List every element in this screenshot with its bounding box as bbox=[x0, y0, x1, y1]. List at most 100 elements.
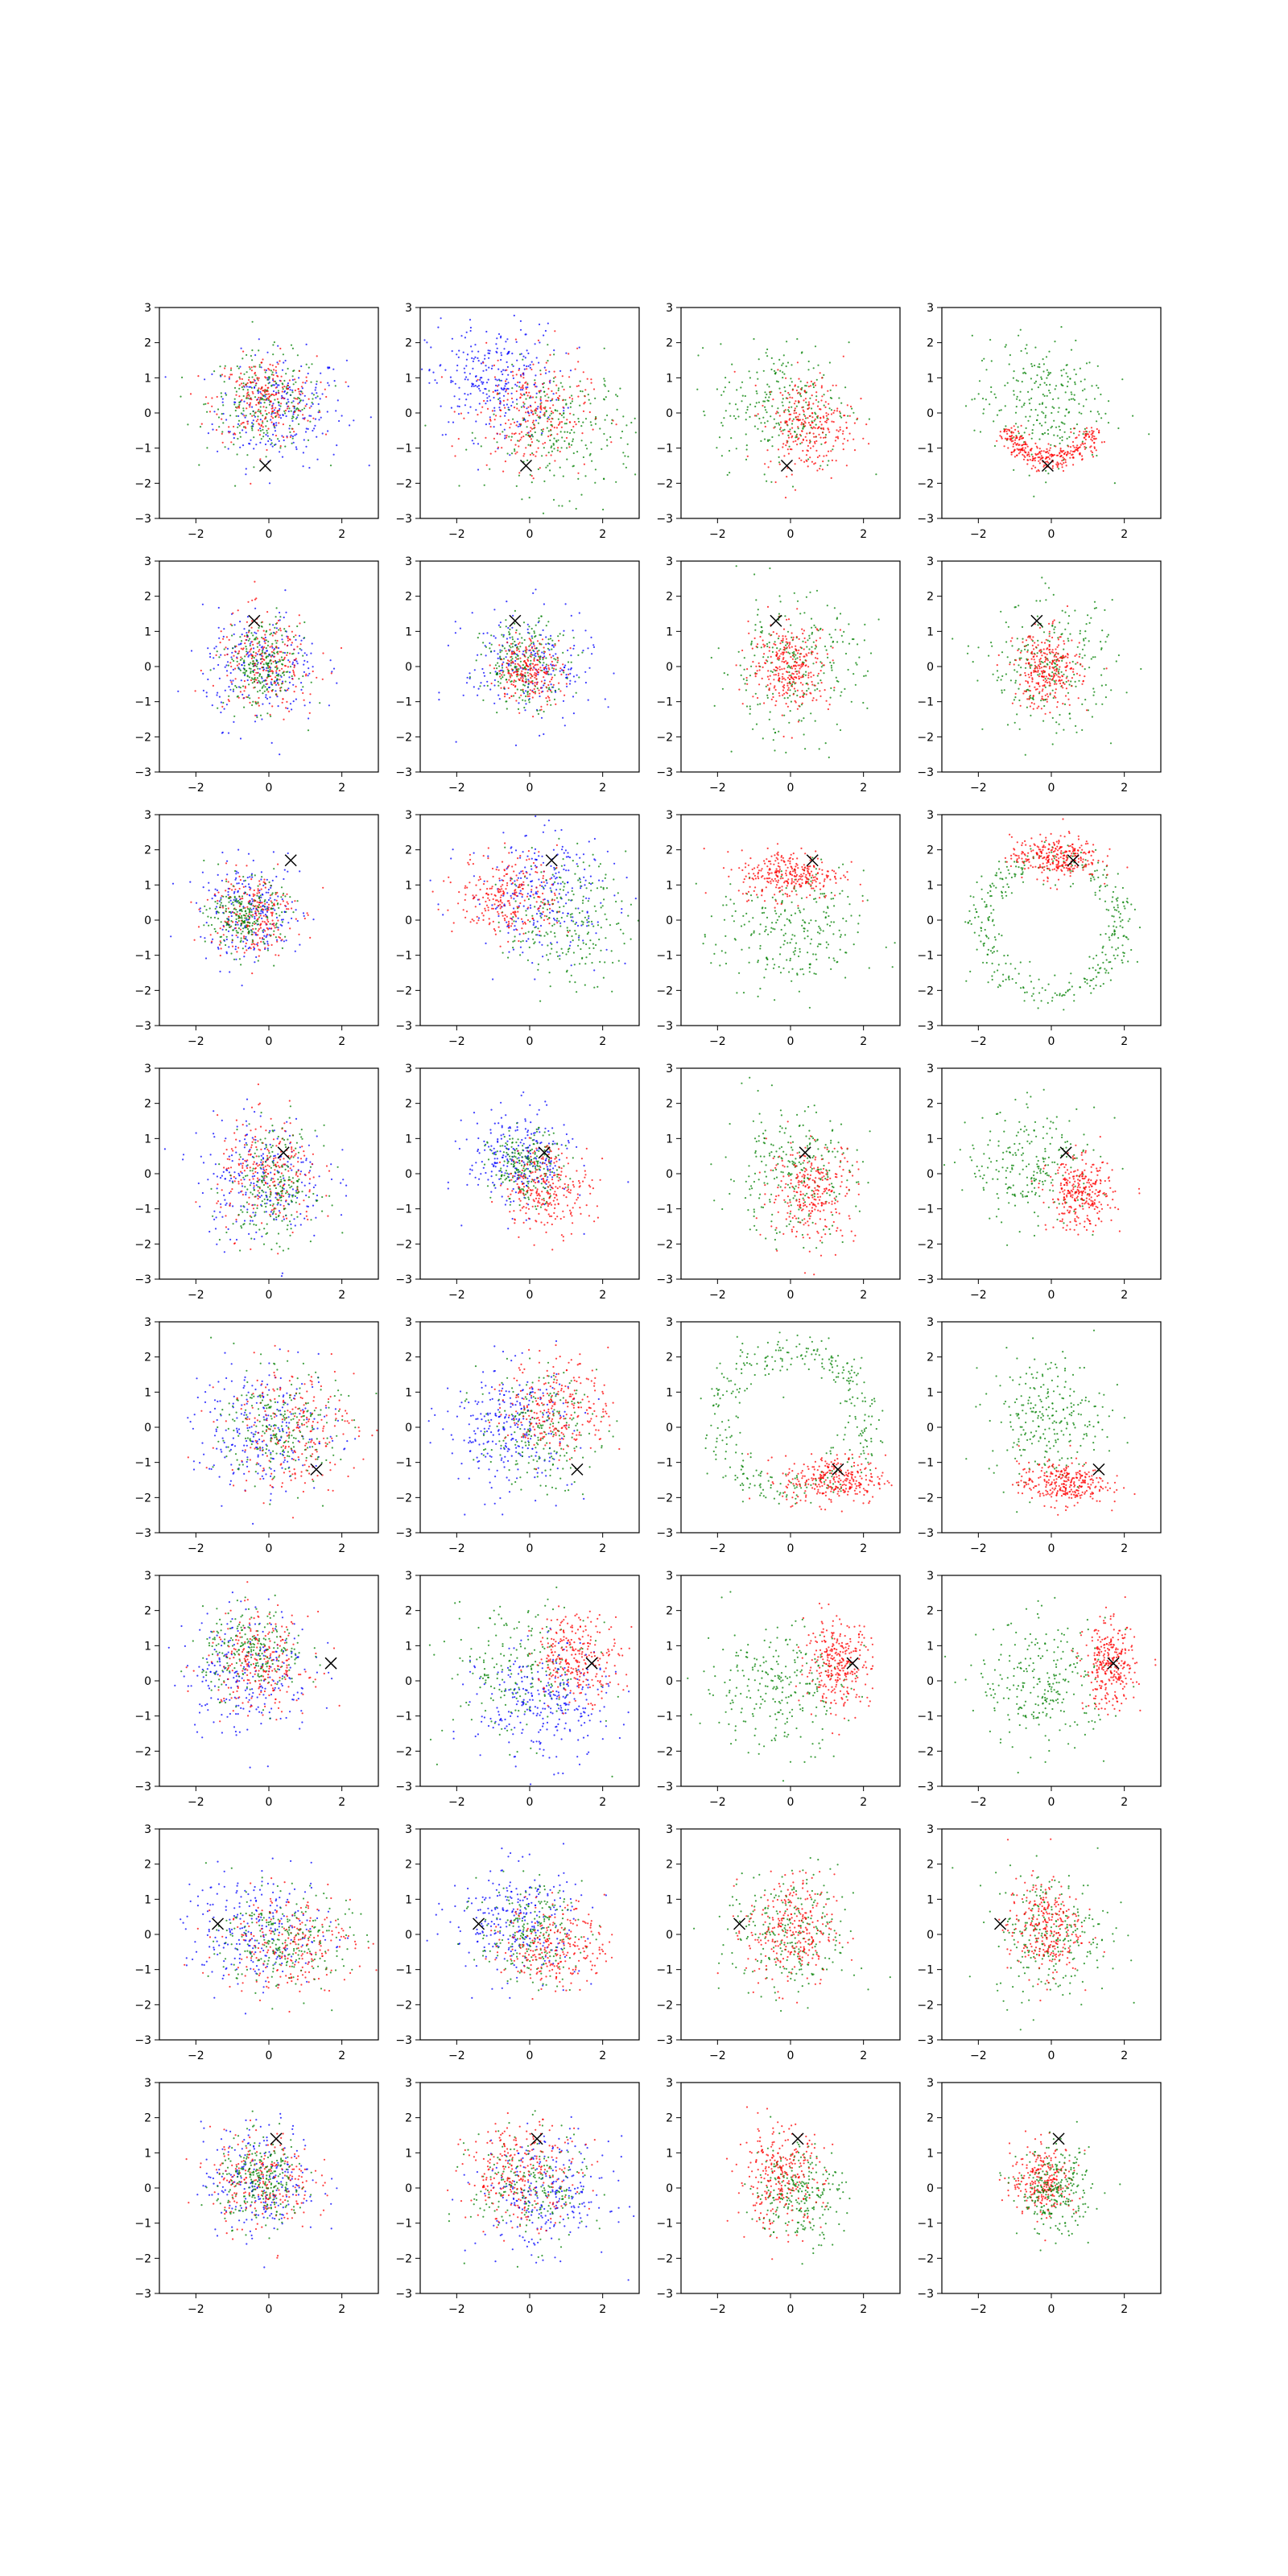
point-red bbox=[1046, 450, 1049, 452]
point-red bbox=[1075, 448, 1078, 451]
point-blue bbox=[292, 683, 295, 686]
point-green bbox=[1061, 659, 1063, 663]
point-green bbox=[786, 666, 789, 669]
point-red bbox=[805, 653, 807, 655]
point-red bbox=[1090, 427, 1093, 429]
point-red bbox=[804, 425, 807, 427]
point-green bbox=[514, 640, 516, 643]
point-green bbox=[262, 686, 264, 688]
point-red bbox=[264, 634, 266, 636]
point-red bbox=[786, 440, 788, 442]
point-green bbox=[1101, 630, 1104, 632]
point-red bbox=[545, 369, 547, 371]
point-green bbox=[760, 422, 762, 424]
point-green bbox=[877, 618, 880, 621]
point-red bbox=[489, 452, 492, 455]
point-red bbox=[260, 361, 262, 364]
point-red bbox=[819, 372, 821, 374]
y-tick-label: 1 bbox=[405, 625, 412, 638]
point-red bbox=[1018, 444, 1020, 447]
point-green bbox=[540, 434, 543, 436]
point-red bbox=[774, 674, 778, 676]
point-green bbox=[334, 385, 336, 387]
point-green bbox=[1051, 689, 1054, 691]
x-tick-label: 0 bbox=[526, 782, 534, 795]
point-blue bbox=[488, 357, 490, 359]
point-blue bbox=[499, 649, 502, 651]
point-blue bbox=[426, 341, 428, 344]
point-green bbox=[232, 647, 234, 650]
point-red bbox=[800, 653, 803, 655]
point-blue bbox=[471, 385, 473, 387]
point-green bbox=[499, 672, 502, 675]
point-green bbox=[793, 653, 795, 655]
point-green bbox=[779, 601, 782, 603]
point-red bbox=[1063, 458, 1066, 460]
point-green bbox=[531, 654, 534, 656]
point-green bbox=[204, 402, 207, 405]
point-green bbox=[1055, 732, 1058, 734]
point-green bbox=[781, 401, 783, 403]
point-red bbox=[806, 382, 809, 384]
point-green bbox=[840, 402, 843, 404]
point-red bbox=[535, 451, 538, 453]
point-red bbox=[295, 634, 297, 637]
point-blue bbox=[223, 708, 225, 710]
point-green bbox=[573, 431, 576, 434]
point-red bbox=[852, 438, 855, 440]
point-red bbox=[275, 407, 277, 409]
point-green bbox=[741, 400, 743, 402]
point-green bbox=[231, 658, 233, 661]
point-blue bbox=[316, 383, 318, 386]
point-green bbox=[547, 430, 550, 432]
point-red bbox=[266, 448, 268, 452]
point-red bbox=[340, 646, 343, 650]
point-green bbox=[1071, 660, 1074, 663]
point-blue bbox=[477, 350, 480, 353]
point-blue bbox=[550, 634, 552, 638]
point-blue bbox=[509, 454, 511, 456]
point-red bbox=[534, 682, 536, 684]
point-blue bbox=[500, 335, 502, 337]
point-blue bbox=[515, 653, 518, 656]
point-red bbox=[803, 691, 805, 695]
point-red bbox=[531, 669, 534, 671]
point-green bbox=[736, 389, 738, 391]
point-red bbox=[528, 435, 530, 438]
point-green bbox=[1068, 683, 1071, 686]
point-red bbox=[1051, 456, 1053, 458]
point-green bbox=[1132, 415, 1134, 417]
point-red bbox=[843, 415, 845, 417]
point-blue bbox=[327, 366, 329, 369]
point-red bbox=[289, 652, 291, 654]
point-red bbox=[493, 376, 497, 378]
point-red bbox=[1064, 461, 1067, 464]
point-red bbox=[503, 686, 506, 689]
point-blue bbox=[288, 427, 291, 430]
point-green bbox=[1029, 667, 1031, 670]
point-blue bbox=[529, 364, 531, 366]
point-green bbox=[262, 663, 265, 666]
point-blue bbox=[293, 407, 295, 410]
point-green bbox=[1047, 432, 1050, 436]
point-green bbox=[768, 439, 771, 441]
point-red bbox=[244, 685, 246, 687]
point-blue bbox=[525, 690, 527, 692]
point-red bbox=[807, 386, 811, 388]
point-green bbox=[764, 406, 766, 408]
point-green bbox=[477, 637, 479, 639]
point-green bbox=[1088, 667, 1091, 669]
point-green bbox=[796, 694, 799, 697]
point-red bbox=[294, 389, 296, 392]
point-red bbox=[782, 657, 785, 659]
point-green bbox=[539, 417, 541, 419]
point-red bbox=[590, 378, 592, 381]
point-red bbox=[564, 694, 566, 696]
point-green bbox=[762, 430, 764, 432]
point-green bbox=[1095, 607, 1097, 609]
point-green bbox=[538, 655, 540, 658]
point-blue bbox=[450, 407, 453, 409]
point-green bbox=[552, 380, 555, 382]
point-green bbox=[1052, 398, 1055, 400]
point-green bbox=[799, 380, 802, 382]
